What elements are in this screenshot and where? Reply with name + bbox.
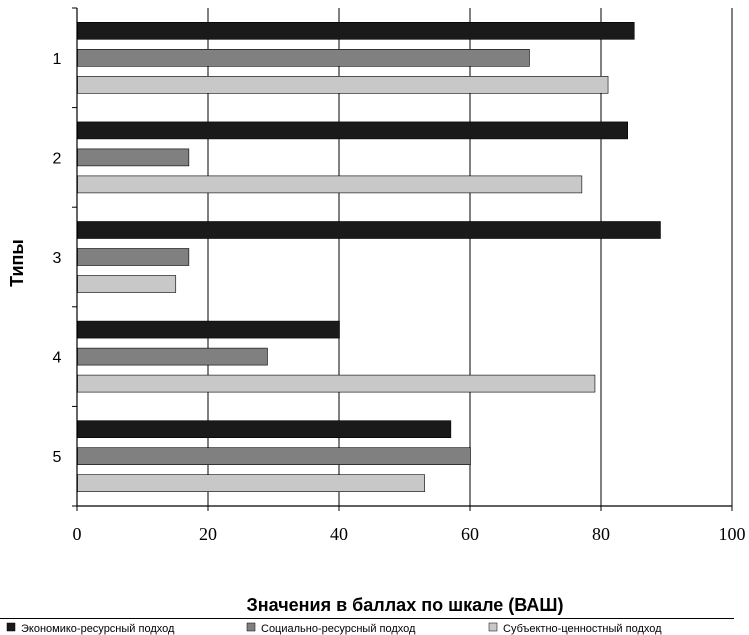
bar-type-3-series-1	[77, 221, 661, 239]
bar-type-1-series-1	[77, 21, 635, 40]
x-tick-labels: 0 20 40 60 80 100	[73, 524, 746, 544]
y-tick-label: 2	[53, 150, 62, 167]
x-tick-label: 0	[73, 524, 82, 544]
x-tick-label: 40	[330, 524, 348, 544]
bar-type-4-series-2	[77, 347, 268, 366]
y-tick-label: 3	[53, 250, 62, 267]
y-tick-label: 1	[53, 51, 62, 68]
bar-type-5-series-2	[77, 447, 471, 466]
legend-label-1: Экономико-ресурсный подход	[21, 623, 175, 635]
legend-swatch-2	[246, 622, 256, 632]
y-tick-label: 4	[53, 350, 62, 367]
x-tick-label: 20	[199, 524, 217, 544]
bar-type-1-series-2	[77, 48, 530, 67]
x-tick-label: 100	[719, 524, 746, 544]
bar-type-2-series-3	[77, 175, 583, 194]
bar-type-1-series-3	[77, 76, 609, 94]
legend-swatch-3	[488, 622, 498, 632]
legend-label-2: Социально-ресурсный подход	[261, 623, 416, 635]
y-tick-labels: 1 2 3 4 5	[53, 51, 62, 466]
bar-type-5-series-1	[77, 420, 452, 439]
axes	[72, 7, 733, 511]
x-axis-title: Значения в баллах по шкале (ВАШ)	[247, 595, 564, 615]
y-axis-title: Типы	[7, 239, 27, 287]
bar-type-3-series-2	[77, 248, 190, 266]
x-tick-label: 60	[461, 524, 479, 544]
bars	[77, 21, 661, 493]
bar-type-2-series-1	[77, 121, 629, 140]
x-tick-label: 80	[592, 524, 610, 544]
bar-type-3-series-3	[77, 275, 177, 293]
legend-swatch-1	[6, 622, 16, 632]
bar-type-5-series-3	[77, 474, 425, 493]
bar-type-4-series-1	[77, 320, 340, 339]
legend: Экономико-ресурсный подход Социально-ресу…	[0, 618, 734, 635]
bar-type-4-series-3	[77, 374, 596, 393]
y-tick-label: 5	[53, 449, 62, 466]
legend-label-3: Субъектно-ценностный подход	[503, 623, 662, 635]
bar-type-2-series-2	[77, 148, 190, 167]
